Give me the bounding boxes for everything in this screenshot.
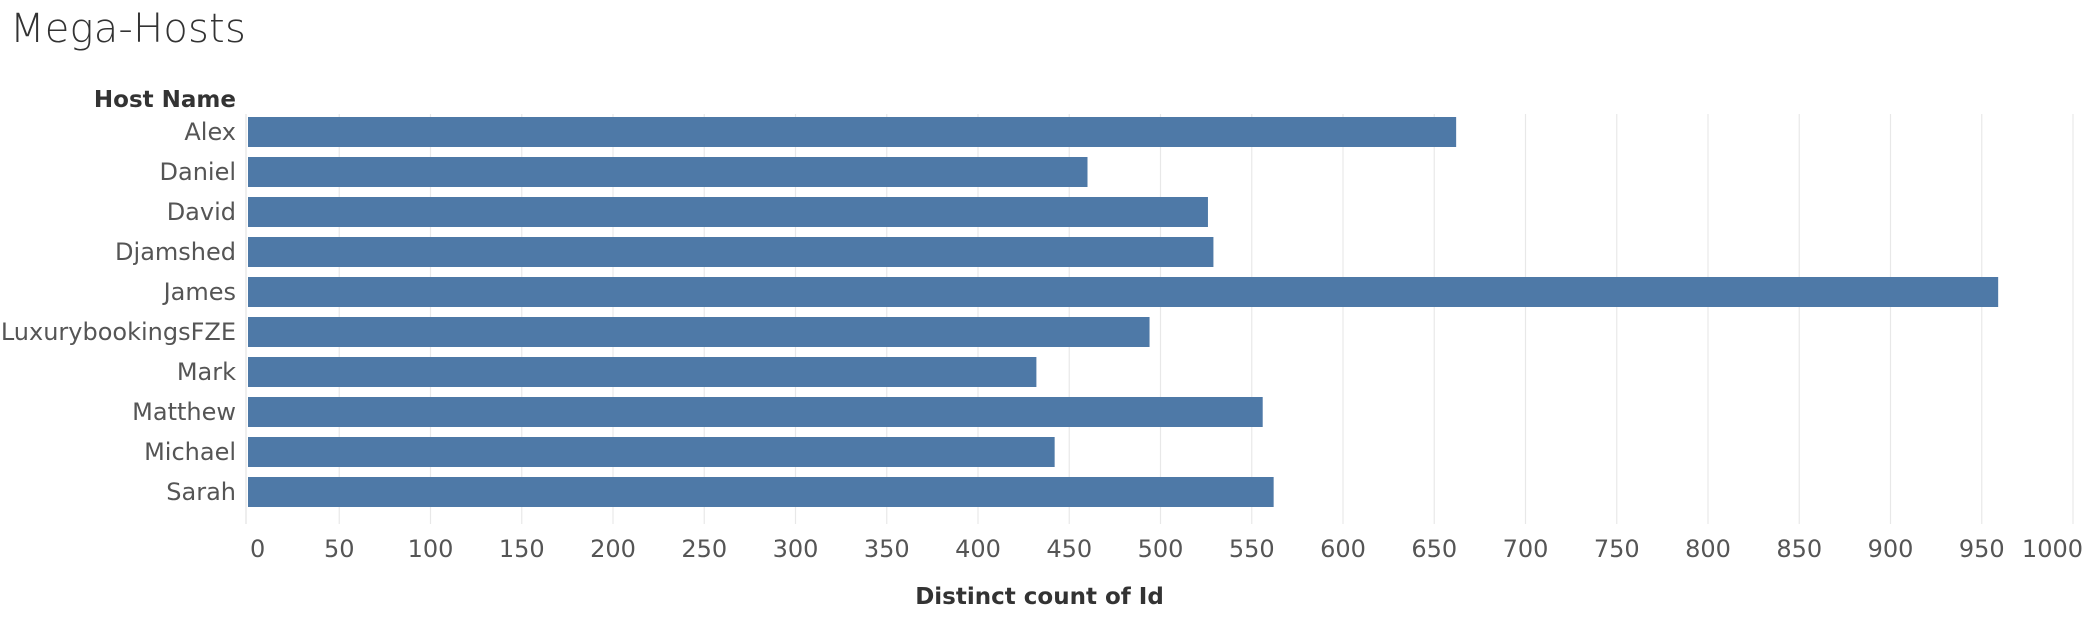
bar — [248, 117, 1457, 147]
category-label: Matthew — [132, 398, 236, 426]
x-tick-label: 450 — [1046, 535, 1092, 563]
category-header: Host Name — [94, 87, 236, 113]
x-tick-label: 100 — [408, 535, 454, 563]
category-label: David — [167, 198, 236, 226]
category-label: Mark — [177, 358, 236, 386]
x-tick-label: 200 — [590, 535, 636, 563]
chart-title: Mega-Hosts — [10, 6, 246, 52]
bars — [248, 117, 1999, 507]
category-labels: Alex Daniel David Djamshed James Luxurybookin… — [1, 118, 236, 506]
x-tick-label: 550 — [1229, 535, 1275, 563]
x-tick-label: 50 — [324, 535, 355, 563]
bar — [248, 157, 1088, 187]
bar — [248, 437, 1055, 467]
category-label: Djamshed — [115, 238, 236, 266]
category-label: Michael — [144, 438, 236, 466]
x-tick-label: 0 — [250, 535, 265, 563]
x-tick-label: 250 — [681, 535, 727, 563]
x-tick-label: 300 — [773, 535, 819, 563]
category-label: Daniel — [160, 158, 237, 186]
bar — [248, 477, 1274, 507]
x-tick-label: 900 — [1868, 535, 1914, 563]
category-label: Sarah — [166, 478, 236, 506]
x-tick-label: 800 — [1685, 535, 1731, 563]
x-tick-label: 850 — [1776, 535, 1822, 563]
bar — [248, 277, 1999, 307]
bar — [248, 397, 1263, 427]
category-label: James — [162, 278, 236, 306]
x-tick-label: 650 — [1411, 535, 1457, 563]
bar — [248, 237, 1214, 267]
x-tick-label: 1000 — [2022, 535, 2083, 563]
x-tick-label: 150 — [499, 535, 545, 563]
bar — [248, 317, 1150, 347]
bar — [248, 197, 1208, 227]
bar — [248, 357, 1037, 387]
x-tick-label: 600 — [1320, 535, 1366, 563]
x-tick-label: 500 — [1138, 535, 1184, 563]
category-label: LuxurybookingsFZE — [1, 318, 236, 346]
x-tick-label: 400 — [955, 535, 1001, 563]
x-tick-label: 950 — [1959, 535, 2005, 563]
x-tick-label: 350 — [864, 535, 910, 563]
x-tick-labels: 0 50 100 150 200 250 300 350 400 450 500 550 600 650 7… — [250, 535, 2083, 563]
x-tick-label: 750 — [1594, 535, 1640, 563]
x-tick-label: 700 — [1503, 535, 1549, 563]
x-axis-label: Distinct count of Id — [915, 584, 1164, 610]
category-label: Alex — [184, 118, 236, 146]
